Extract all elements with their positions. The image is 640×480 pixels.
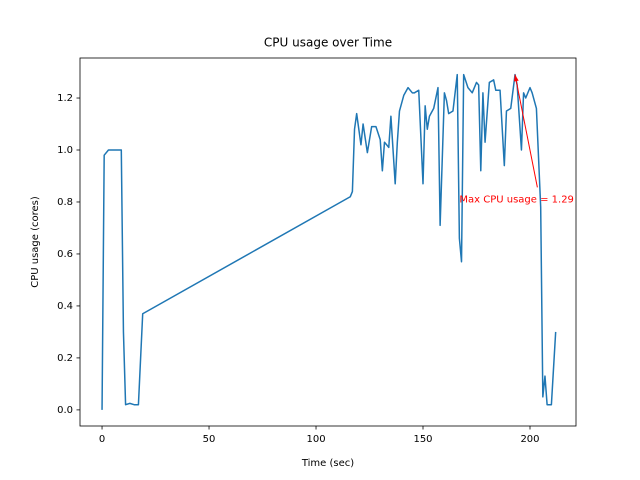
- x-tick-label: 0: [99, 434, 105, 445]
- x-tick-label: 200: [520, 434, 539, 445]
- annotation-arrow: [514, 74, 538, 188]
- annotation-arrowhead: [513, 74, 519, 82]
- x-tick-label: 50: [203, 434, 216, 445]
- y-axis-label: CPU usage (cores): [30, 196, 41, 288]
- x-tick-label: 150: [413, 434, 432, 445]
- chart-title: CPU usage over Time: [264, 36, 392, 50]
- y-tick-label: 0.6: [57, 249, 73, 260]
- y-tick-label: 1.0: [57, 145, 73, 156]
- y-tick-label: 0.8: [57, 197, 73, 208]
- plot-frame: [79, 57, 577, 427]
- x-tick-label: 100: [306, 434, 325, 445]
- y-tick-label: 0.4: [57, 301, 73, 312]
- y-tick-label: 0.2: [57, 353, 73, 364]
- y-tick-label: 1.2: [57, 93, 73, 104]
- x-axis-label: Time (sec): [301, 458, 354, 469]
- y-tick-label: 0.0: [57, 405, 73, 416]
- annotation-text: Max CPU usage = 1.29: [459, 194, 574, 205]
